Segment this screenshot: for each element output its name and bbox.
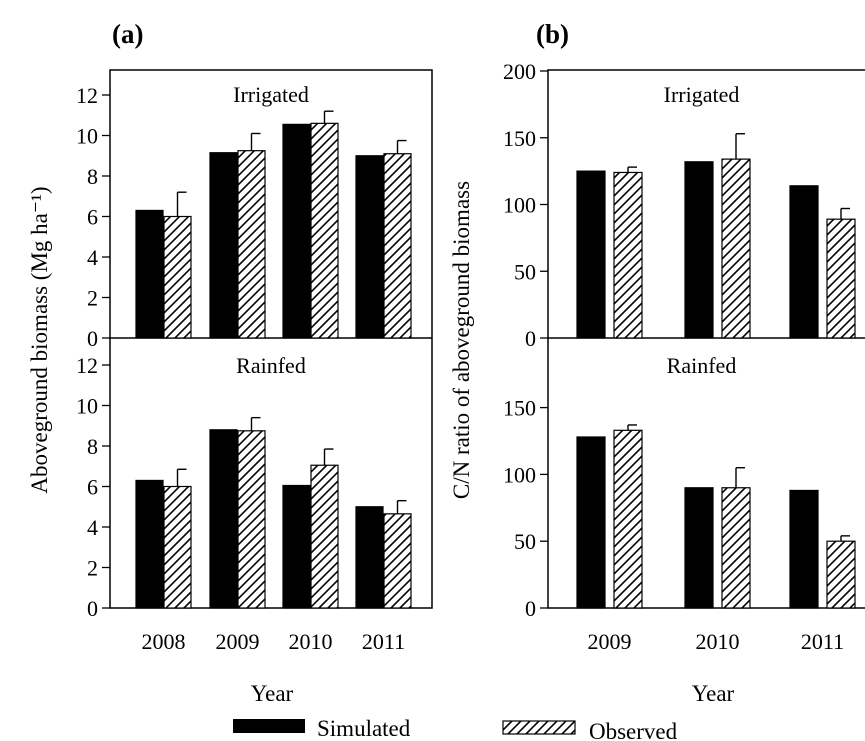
pb-rainfed-y-tick-label: 150 bbox=[503, 396, 536, 421]
pb-rainfed-bar-simulated-2010 bbox=[684, 487, 714, 609]
pb-irrigated-y-tick-label: 50 bbox=[514, 259, 536, 284]
pa-rainfed-bar-observed-2011 bbox=[383, 513, 412, 609]
pa-rainfed-bar-simulated-2009 bbox=[209, 429, 238, 609]
pa-irrigated-y-tick-label: 2 bbox=[87, 286, 98, 311]
pb-x-tick-label-2011: 2011 bbox=[801, 629, 844, 654]
panel-a-label: (a) bbox=[112, 19, 143, 49]
legend: Simulated Observed bbox=[233, 716, 678, 741]
pa-irrigated-bar-observed-2010 bbox=[310, 122, 339, 339]
pa-irrigated-bar-simulated-2009 bbox=[209, 152, 238, 339]
pa-x-tick-label-2010: 2010 bbox=[289, 629, 333, 654]
pa-rainfed-bar-simulated-2010 bbox=[282, 484, 311, 609]
panel-a-x-axis-title: Year bbox=[251, 681, 294, 706]
panel-b-x-axis-title: Year bbox=[692, 681, 735, 706]
pb-rainfed-bar-observed-2009 bbox=[613, 429, 643, 609]
pa-irrigated-y-tick-label: 10 bbox=[76, 124, 98, 149]
pa-rainfed-y-tick-label: 6 bbox=[87, 475, 98, 500]
pa-x-tick-label-2009: 2009 bbox=[216, 629, 260, 654]
pb-rainfed-bar-simulated-2009 bbox=[576, 436, 606, 609]
pb-rainfed-y-tick-label: 0 bbox=[525, 596, 536, 621]
pb-rainfed-y-tick-label: 50 bbox=[514, 529, 536, 554]
pa-irrigated-bar-simulated-2008 bbox=[135, 209, 164, 339]
pa-irrigated-bar-simulated-2010 bbox=[282, 123, 311, 339]
pb-irrigated-bar-simulated-2010 bbox=[684, 161, 714, 339]
pa-irrigated-bar-observed-2011 bbox=[383, 153, 412, 339]
pa-x-tick-label-2008: 2008 bbox=[142, 629, 186, 654]
pa-rainfed-bar-simulated-2011 bbox=[355, 506, 384, 609]
pb-irrigated-y-tick-label: 200 bbox=[503, 59, 536, 84]
pb-irrigated-bar-simulated-2011 bbox=[789, 185, 819, 339]
pa-rainfed-bar-observed-2008 bbox=[163, 485, 192, 609]
pa-x-tick-label-2011: 2011 bbox=[362, 629, 405, 654]
panel-b-y-axis-title: C/N ratio of aboveground biomass bbox=[449, 181, 474, 499]
pa-irrigated-title: Irrigated bbox=[233, 82, 309, 107]
legend-label-simulated: Simulated bbox=[317, 716, 411, 741]
pa-irrigated-bar-simulated-2011 bbox=[355, 155, 384, 339]
pa-irrigated-y-tick-label: 8 bbox=[87, 164, 98, 189]
pb-irrigated-bar-simulated-2009 bbox=[576, 170, 606, 339]
pa-rainfed-bar-simulated-2008 bbox=[135, 479, 164, 609]
pb-irrigated-y-tick-label: 150 bbox=[503, 126, 536, 151]
pb-x-tick-label-2010: 2010 bbox=[696, 629, 740, 654]
pa-irrigated-bar-observed-2008 bbox=[163, 215, 192, 339]
pa-rainfed-y-tick-label: 0 bbox=[87, 596, 98, 621]
legend-label-observed: Observed bbox=[589, 719, 678, 741]
pb-irrigated-title: Irrigated bbox=[664, 82, 740, 107]
pa-frame bbox=[109, 69, 433, 609]
pa-rainfed-bar-observed-2009 bbox=[237, 430, 266, 609]
pa-irrigated-y-tick-label: 12 bbox=[76, 83, 98, 108]
plot-area: Irrigated 0 2 4 6 8 10 12 Rainfed 0 2 4 6 8 10 12 2008 20… bbox=[76, 59, 865, 654]
pb-rainfed-title: Rainfed bbox=[667, 353, 737, 378]
pa-rainfed-y-tick-label: 4 bbox=[87, 515, 98, 540]
pa-rainfed-y-tick-label: 2 bbox=[87, 556, 98, 581]
pb-rainfed-bar-observed-2010 bbox=[721, 487, 751, 609]
pb-rainfed-bar-observed-2011 bbox=[826, 540, 856, 609]
pa-irrigated-y-tick-label: 4 bbox=[87, 245, 98, 270]
pa-rainfed-y-tick-label: 12 bbox=[76, 353, 98, 378]
pa-irrigated-y-tick-label: 0 bbox=[87, 326, 98, 351]
pb-irrigated-bar-observed-2011 bbox=[826, 218, 856, 339]
panel-a-y-axis-title: Aboveground biomass (Mg ha⁻¹) bbox=[27, 186, 52, 493]
pa-rainfed-y-tick-label: 8 bbox=[87, 434, 98, 459]
legend-swatch-simulated bbox=[233, 719, 305, 733]
pb-x-tick-label-2009: 2009 bbox=[588, 629, 632, 654]
pa-rainfed-bar-observed-2010 bbox=[310, 464, 339, 609]
pa-rainfed-title: Rainfed bbox=[236, 353, 306, 378]
pb-rainfed-y-tick-label: 100 bbox=[503, 462, 536, 487]
pb-irrigated-bar-observed-2010 bbox=[721, 158, 751, 339]
pa-irrigated-bar-observed-2009 bbox=[237, 150, 266, 339]
pb-irrigated-bar-observed-2009 bbox=[613, 171, 643, 339]
pb-irrigated-y-tick-label: 100 bbox=[503, 193, 536, 218]
pa-irrigated-y-tick-label: 6 bbox=[87, 205, 98, 230]
legend-swatch-observed bbox=[502, 720, 576, 735]
pa-rainfed-y-tick-label: 10 bbox=[76, 394, 98, 419]
panel-b-label: (b) bbox=[536, 19, 569, 49]
pb-rainfed-bar-simulated-2011 bbox=[789, 489, 819, 609]
pb-irrigated-y-tick-label: 0 bbox=[525, 326, 536, 351]
